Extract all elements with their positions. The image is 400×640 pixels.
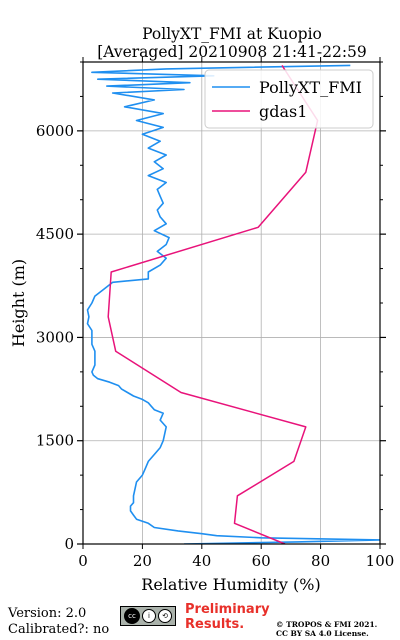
license-text: CC BY SA 4.0 License. [276, 629, 369, 638]
preliminary-label-line2: Results. [185, 617, 245, 632]
x-tick-label: 60 [252, 552, 271, 570]
by-icon: i [142, 609, 156, 623]
legend-box [204, 69, 374, 129]
y-tick-label: 0 [64, 535, 74, 553]
y-axis-label: Height (m) [9, 259, 28, 347]
chart: PollyXT_FMI at Kuopio [Averaged] 2021090… [9, 25, 395, 594]
grid-lines [83, 62, 380, 544]
legend-label: PollyXT_FMI [259, 78, 362, 97]
y-tick-label: 3000 [36, 328, 74, 346]
plot-frame [82, 61, 381, 545]
series-line-pollyxt-fmi [86, 64, 380, 544]
chart-title: PollyXT_FMI at Kuopio [142, 25, 322, 43]
legend-label: gdas1 [259, 102, 307, 121]
sa-icon: ⟲ [158, 609, 172, 623]
calibrated-text: Calibrated?: no [8, 622, 110, 637]
cc-icon: cc [124, 608, 140, 624]
chart-subtitle: [Averaged] 20210908 21:41-22:59 [97, 43, 367, 61]
copyright-text: © TROPOS & FMI 2021. [276, 620, 378, 629]
x-tick-label: 80 [311, 552, 330, 570]
x-axis-label: Relative Humidity (%) [141, 575, 320, 594]
x-tick-label: 100 [366, 552, 395, 570]
y-tick-label: 6000 [36, 122, 74, 140]
cc-license-badge: cc i ⟲ [120, 606, 176, 626]
legend: PollyXT_FMI gdas1 [204, 69, 374, 129]
x-tick-label: 40 [192, 552, 211, 570]
x-tick-label: 0 [78, 552, 88, 570]
series-layer [86, 64, 380, 544]
axis-ticks: 0 20 40 60 80 100 0 1500 3000 4500 6000 [36, 57, 395, 570]
y-tick-label: 1500 [36, 432, 74, 450]
preliminary-label-line1: Preliminary [185, 602, 270, 617]
y-tick-label: 4500 [36, 225, 74, 243]
version-text: Version: 2.0 [8, 606, 87, 621]
series-line-gdas1 [107, 64, 319, 544]
x-tick-label: 20 [133, 552, 152, 570]
